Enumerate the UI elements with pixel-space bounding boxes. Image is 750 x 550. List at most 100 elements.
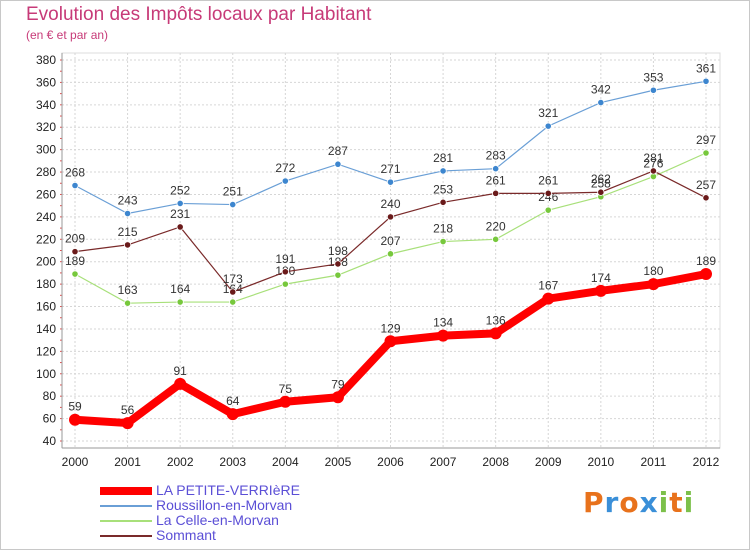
legend-label: La Celle-en-Morvan [156,512,279,528]
data-point [384,335,397,348]
data-point [649,167,658,175]
legend-label: LA PETITE-VERRIèRE [156,482,300,498]
data-point [386,213,395,221]
data-point [700,268,712,281]
y-tick-label: 380 [36,53,56,67]
y-tick-label: 240 [36,210,56,224]
data-label: 321 [538,106,558,120]
legend-item: Sommant [100,528,300,543]
x-tick-label: 2012 [693,455,720,469]
data-label: 64 [226,394,240,408]
x-tick-label: 2006 [377,455,404,469]
data-label: 258 [591,177,611,191]
data-point [176,223,184,231]
data-label: 56 [121,403,135,417]
data-label: 276 [643,157,663,171]
data-point [331,391,344,404]
x-tick-label: 2000 [62,455,89,469]
data-point [174,377,187,390]
data-label: 252 [170,183,190,197]
data-point [229,288,237,296]
data-point [386,178,395,186]
data-label: 257 [696,178,716,192]
y-tick-label: 140 [36,322,56,336]
data-label: 361 [696,61,716,75]
data-point [492,165,500,173]
data-label: 59 [68,400,82,414]
data-label: 261 [486,173,506,187]
x-tick-label: 2003 [219,455,246,469]
data-point [281,280,289,288]
data-label: 79 [331,377,345,391]
chart-subtitle: (en € et par an) [26,28,109,42]
data-point [597,188,605,196]
data-point [334,260,342,268]
y-tick-label: 100 [36,367,56,381]
y-tick-label: 40 [43,434,57,448]
y-tick-label: 80 [43,389,57,403]
data-label: 75 [279,382,293,396]
y-tick-label: 340 [36,98,56,112]
data-point [229,200,237,209]
y-tick-label: 220 [36,232,56,246]
y-tick-label: 200 [36,255,56,269]
logo-letter: t [669,486,684,519]
x-tick-label: 2011 [641,455,667,469]
logo-letter: P [583,486,605,519]
data-label: 163 [118,283,138,297]
data-point [279,395,292,408]
data-point [71,248,79,256]
data-point [71,181,79,190]
logo-letter: i [658,486,670,519]
y-tick-label: 320 [36,120,56,134]
data-label: 164 [170,282,190,296]
data-point [489,327,502,340]
y-tick-label: 60 [43,412,57,426]
y-tick-label: 120 [36,344,56,358]
y-tick-label: 260 [36,187,56,201]
data-point [544,189,552,197]
data-label: 281 [643,151,663,165]
chart-legend: LA PETITE-VERRIèRE Roussillon-en-Morvan La… [100,483,300,543]
data-label: 174 [591,271,611,285]
data-label: 287 [328,144,348,158]
data-label: 261 [538,173,558,187]
data-point [226,408,239,421]
data-point [229,298,237,306]
data-label: 215 [118,225,138,239]
legend-swatch [100,486,152,495]
y-tick-label: 360 [36,75,56,89]
data-label: 134 [433,316,453,330]
data-label: 136 [486,313,506,327]
data-label: 342 [591,83,611,97]
data-point [71,270,79,278]
data-label: 207 [380,234,400,248]
data-point [281,268,289,276]
data-label: 167 [538,279,558,293]
y-tick-label: 280 [36,165,56,179]
data-point [437,329,450,342]
data-point [334,271,342,279]
data-label: 173 [223,272,243,286]
x-tick-label: 2001 [114,455,141,469]
data-point [123,241,132,249]
data-point [594,284,607,297]
logo-letter: o [619,486,640,519]
data-label: 189 [696,254,716,268]
data-point [123,299,132,307]
data-point [702,77,710,85]
legend-swatch [100,504,152,507]
data-label: 243 [118,194,138,208]
x-tick-label: 2010 [587,455,614,469]
legend-label: Roussillon-en-Morvan [156,497,293,513]
data-label: 191 [275,252,295,266]
proxiti-logo: Proxiti [583,486,694,519]
legend-swatch [100,534,152,537]
y-tick-label: 160 [36,300,56,314]
data-label: 268 [65,166,85,180]
x-tick-label: 2009 [535,455,562,469]
data-point [334,160,342,168]
legend-item: La Celle-en-Morvan [100,513,300,528]
data-point [121,417,134,430]
